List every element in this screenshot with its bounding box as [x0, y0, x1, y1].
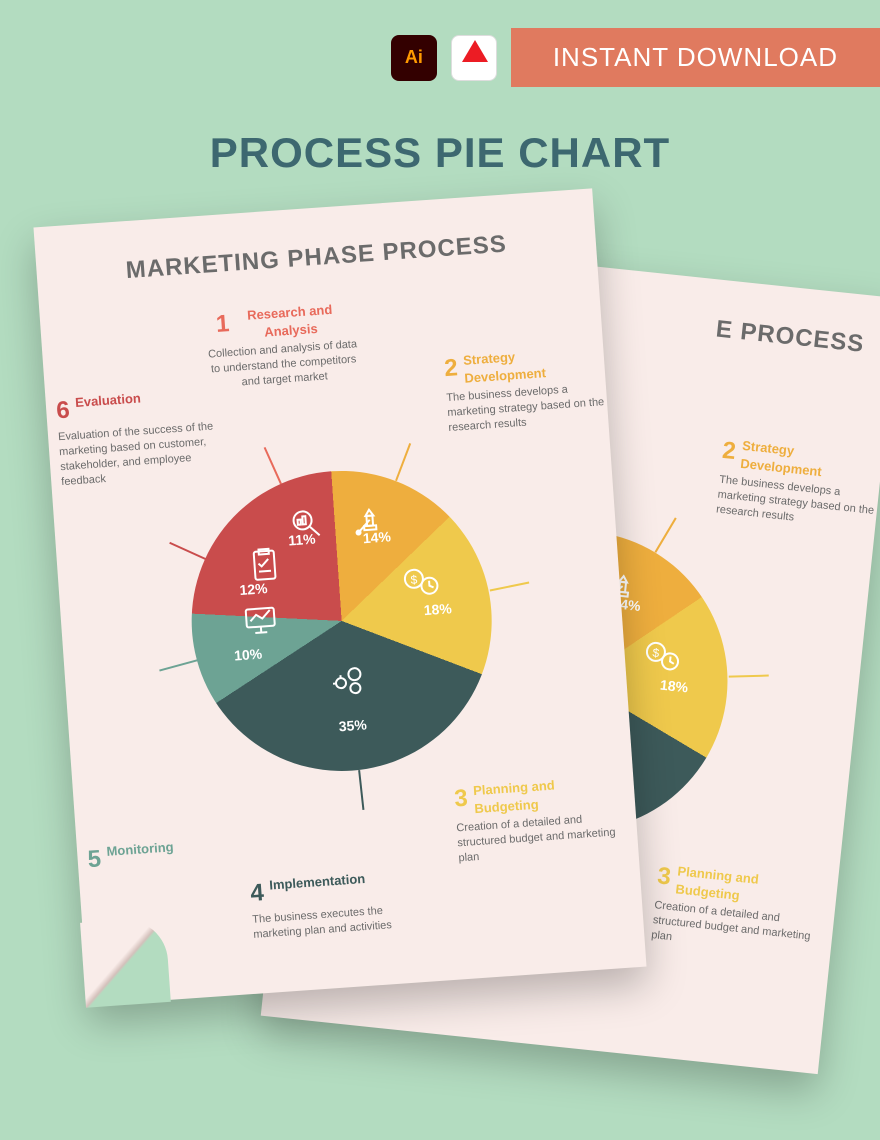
callout-2: 2Strategy DevelopmentThe business develo…	[443, 342, 608, 436]
callout-title: Monitoring	[106, 838, 174, 860]
callout-desc: The business executes the marketing plan…	[252, 902, 414, 943]
leader-line	[169, 541, 206, 559]
callout-5: 5Monitoring	[87, 838, 176, 876]
callout-6: 6Evaluation Evaluation of the success of …	[55, 384, 221, 490]
callout-desc: The business develops a marketing strate…	[446, 380, 609, 436]
callout-number: 2	[721, 435, 738, 469]
leader-line	[489, 582, 529, 592]
slice-percent: 18%	[659, 677, 689, 696]
callout-number: 4	[249, 877, 265, 910]
monitor-icon	[241, 601, 279, 639]
pdf-file-icon: PDF	[451, 35, 497, 81]
svg-text:$: $	[410, 573, 418, 587]
money-time-icon: $	[642, 637, 682, 677]
slice-percent: 18%	[423, 600, 452, 618]
pie-chart-container: 11%1Research and AnalysisCollection and …	[38, 252, 644, 969]
clipboard-icon	[246, 546, 284, 584]
callout-number: 2	[443, 352, 459, 385]
callout-number: 5	[87, 843, 103, 876]
leader-line	[395, 443, 411, 481]
callout-desc: Creation of a detailed and structured bu…	[651, 898, 815, 959]
callout-number: 3	[453, 783, 469, 816]
callout-desc: Collection and analysis of data to under…	[202, 337, 365, 393]
callout-3: 3Planning and BudgetingCreation of a det…	[651, 860, 819, 959]
callout-title: Evaluation	[75, 389, 142, 411]
page-title: PROCESS PIE CHART	[0, 129, 880, 177]
gears-icon	[330, 662, 368, 700]
top-bar: Ai PDF INSTANT DOWNLOAD	[0, 0, 880, 87]
callout-3: 3Planning and BudgetingCreation of a det…	[453, 772, 618, 866]
callout-desc: Evaluation of the success of the marketi…	[58, 420, 222, 490]
document-preview-front: MARKETING PHASE PROCESS 11%1Research and…	[33, 188, 646, 1005]
callout-2: 2Strategy DevelopmentThe business develo…	[715, 435, 880, 534]
callout-number: 6	[55, 394, 71, 427]
callout-number: 1	[215, 308, 231, 341]
instant-download-button[interactable]: INSTANT DOWNLOAD	[511, 28, 880, 87]
callout-title: Planning and Budgeting	[473, 775, 585, 818]
money-time-icon: $	[402, 563, 440, 601]
callout-title: Strategy Development	[463, 344, 575, 387]
callout-number: 3	[656, 860, 673, 894]
callout-desc: Creation of a detailed and structured bu…	[456, 810, 619, 866]
slice-percent: 35%	[338, 717, 367, 735]
document-stage: E PROCESS 11%14%2Strategy DevelopmentThe…	[0, 207, 880, 1107]
callout-desc: The business develops a marketing strate…	[715, 473, 879, 534]
svg-text:$: $	[652, 646, 660, 661]
leader-line	[728, 675, 768, 678]
callout-1: 1Research and AnalysisCollection and ana…	[200, 299, 365, 393]
chess-icon	[350, 503, 388, 541]
slice-percent: 10%	[234, 646, 263, 664]
leader-line	[654, 517, 676, 552]
leader-line	[358, 770, 364, 810]
ai-file-icon: Ai	[391, 35, 437, 81]
leader-line	[264, 447, 282, 484]
callout-4: 4Implementation The business executes the…	[249, 867, 413, 943]
analytics-icon	[287, 505, 325, 543]
callout-title: Implementation	[269, 870, 366, 894]
callout-title: Research and Analysis	[234, 300, 346, 343]
leader-line	[159, 659, 198, 671]
